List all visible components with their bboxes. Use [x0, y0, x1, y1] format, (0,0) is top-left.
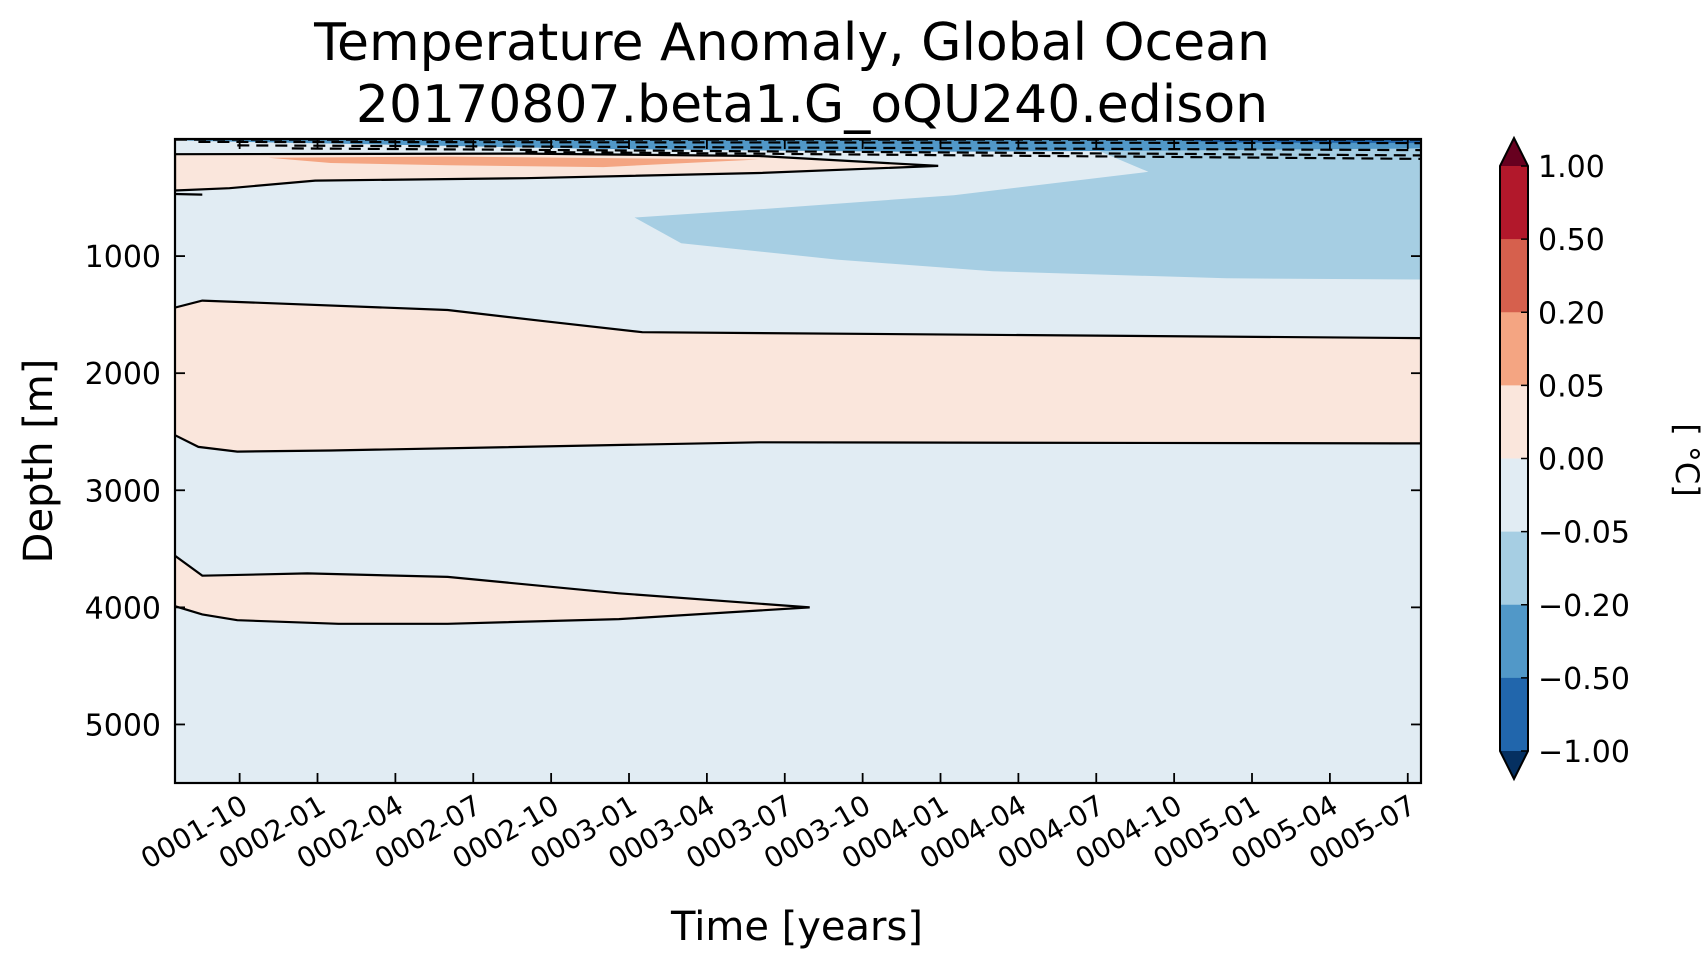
colorbar-extend-under [1500, 751, 1528, 779]
colorbar: 1.00 0.50 0.20 0.05 0.00 −0.05 −0.20 −0.50 −1.00 [1499, 135, 1630, 782]
contour-fill-region [634, 139, 1421, 280]
colorbar-tick-label: 0.20 [1538, 296, 1605, 331]
colorbar-band [1500, 385, 1528, 459]
contour-line-solid [175, 434, 1421, 453]
y-tick-label: 1000 [85, 240, 161, 275]
y-axis-label: Depth [m] [16, 359, 62, 564]
contour-lines [175, 139, 1421, 625]
chart-title-line1: Temperature Anomaly, Global Ocean [313, 13, 1270, 73]
y-axis-ticks: 1000 2000 3000 4000 5000 [85, 240, 1421, 743]
colorbar-band [1500, 239, 1528, 313]
colorbar-band [1500, 604, 1528, 679]
contour-line-dashed [525, 150, 1421, 160]
colorbar-extend-over [1500, 138, 1528, 166]
contour-line-dashed [237, 144, 1421, 152]
colorbar-band [1500, 531, 1528, 606]
x-axis-label: Time [years] [670, 904, 923, 950]
colorbar-tick-label: −0.50 [1538, 662, 1630, 697]
y-tick-label: 4000 [85, 591, 161, 626]
colorbar-tick-label: −1.00 [1538, 735, 1630, 770]
filled-regions [175, 139, 1421, 783]
plot-frame [173, 137, 1423, 785]
contour-fill-region [175, 555, 810, 624]
y-tick-label: 3000 [85, 474, 161, 509]
contour-fill-region [268, 156, 760, 168]
colorbar-tick-label: 0.05 [1538, 369, 1605, 404]
y-tick-label: 2000 [85, 357, 161, 392]
colorbar-tick-label: 1.00 [1538, 150, 1605, 185]
colorbar-band [1500, 312, 1528, 386]
colorbar-label: [ °C] [1668, 423, 1701, 496]
contour-line-solid [175, 299, 1421, 340]
contour-line-solid [175, 192, 203, 196]
contour-line-solid [175, 152, 939, 192]
colorbar-tick-label: −0.20 [1538, 589, 1630, 624]
colorbar-band [1500, 677, 1528, 752]
contour-line-dashed [291, 147, 1421, 157]
colorbar-band [1500, 166, 1528, 240]
contour-line-dashed [198, 140, 1421, 145]
colorbar-tick-label: 0.50 [1538, 223, 1605, 258]
contour-line-solid [175, 554, 810, 625]
y-tick-label: 5000 [85, 708, 161, 743]
contour-fill-region [175, 300, 1421, 452]
colorbar-band [1500, 458, 1528, 533]
colorbar-tick-label: −0.05 [1538, 516, 1630, 551]
chart-title-line2: 20170807.beta1.G_oQU240.edison [356, 75, 1268, 135]
colorbar-tick-label: 0.00 [1538, 443, 1605, 478]
